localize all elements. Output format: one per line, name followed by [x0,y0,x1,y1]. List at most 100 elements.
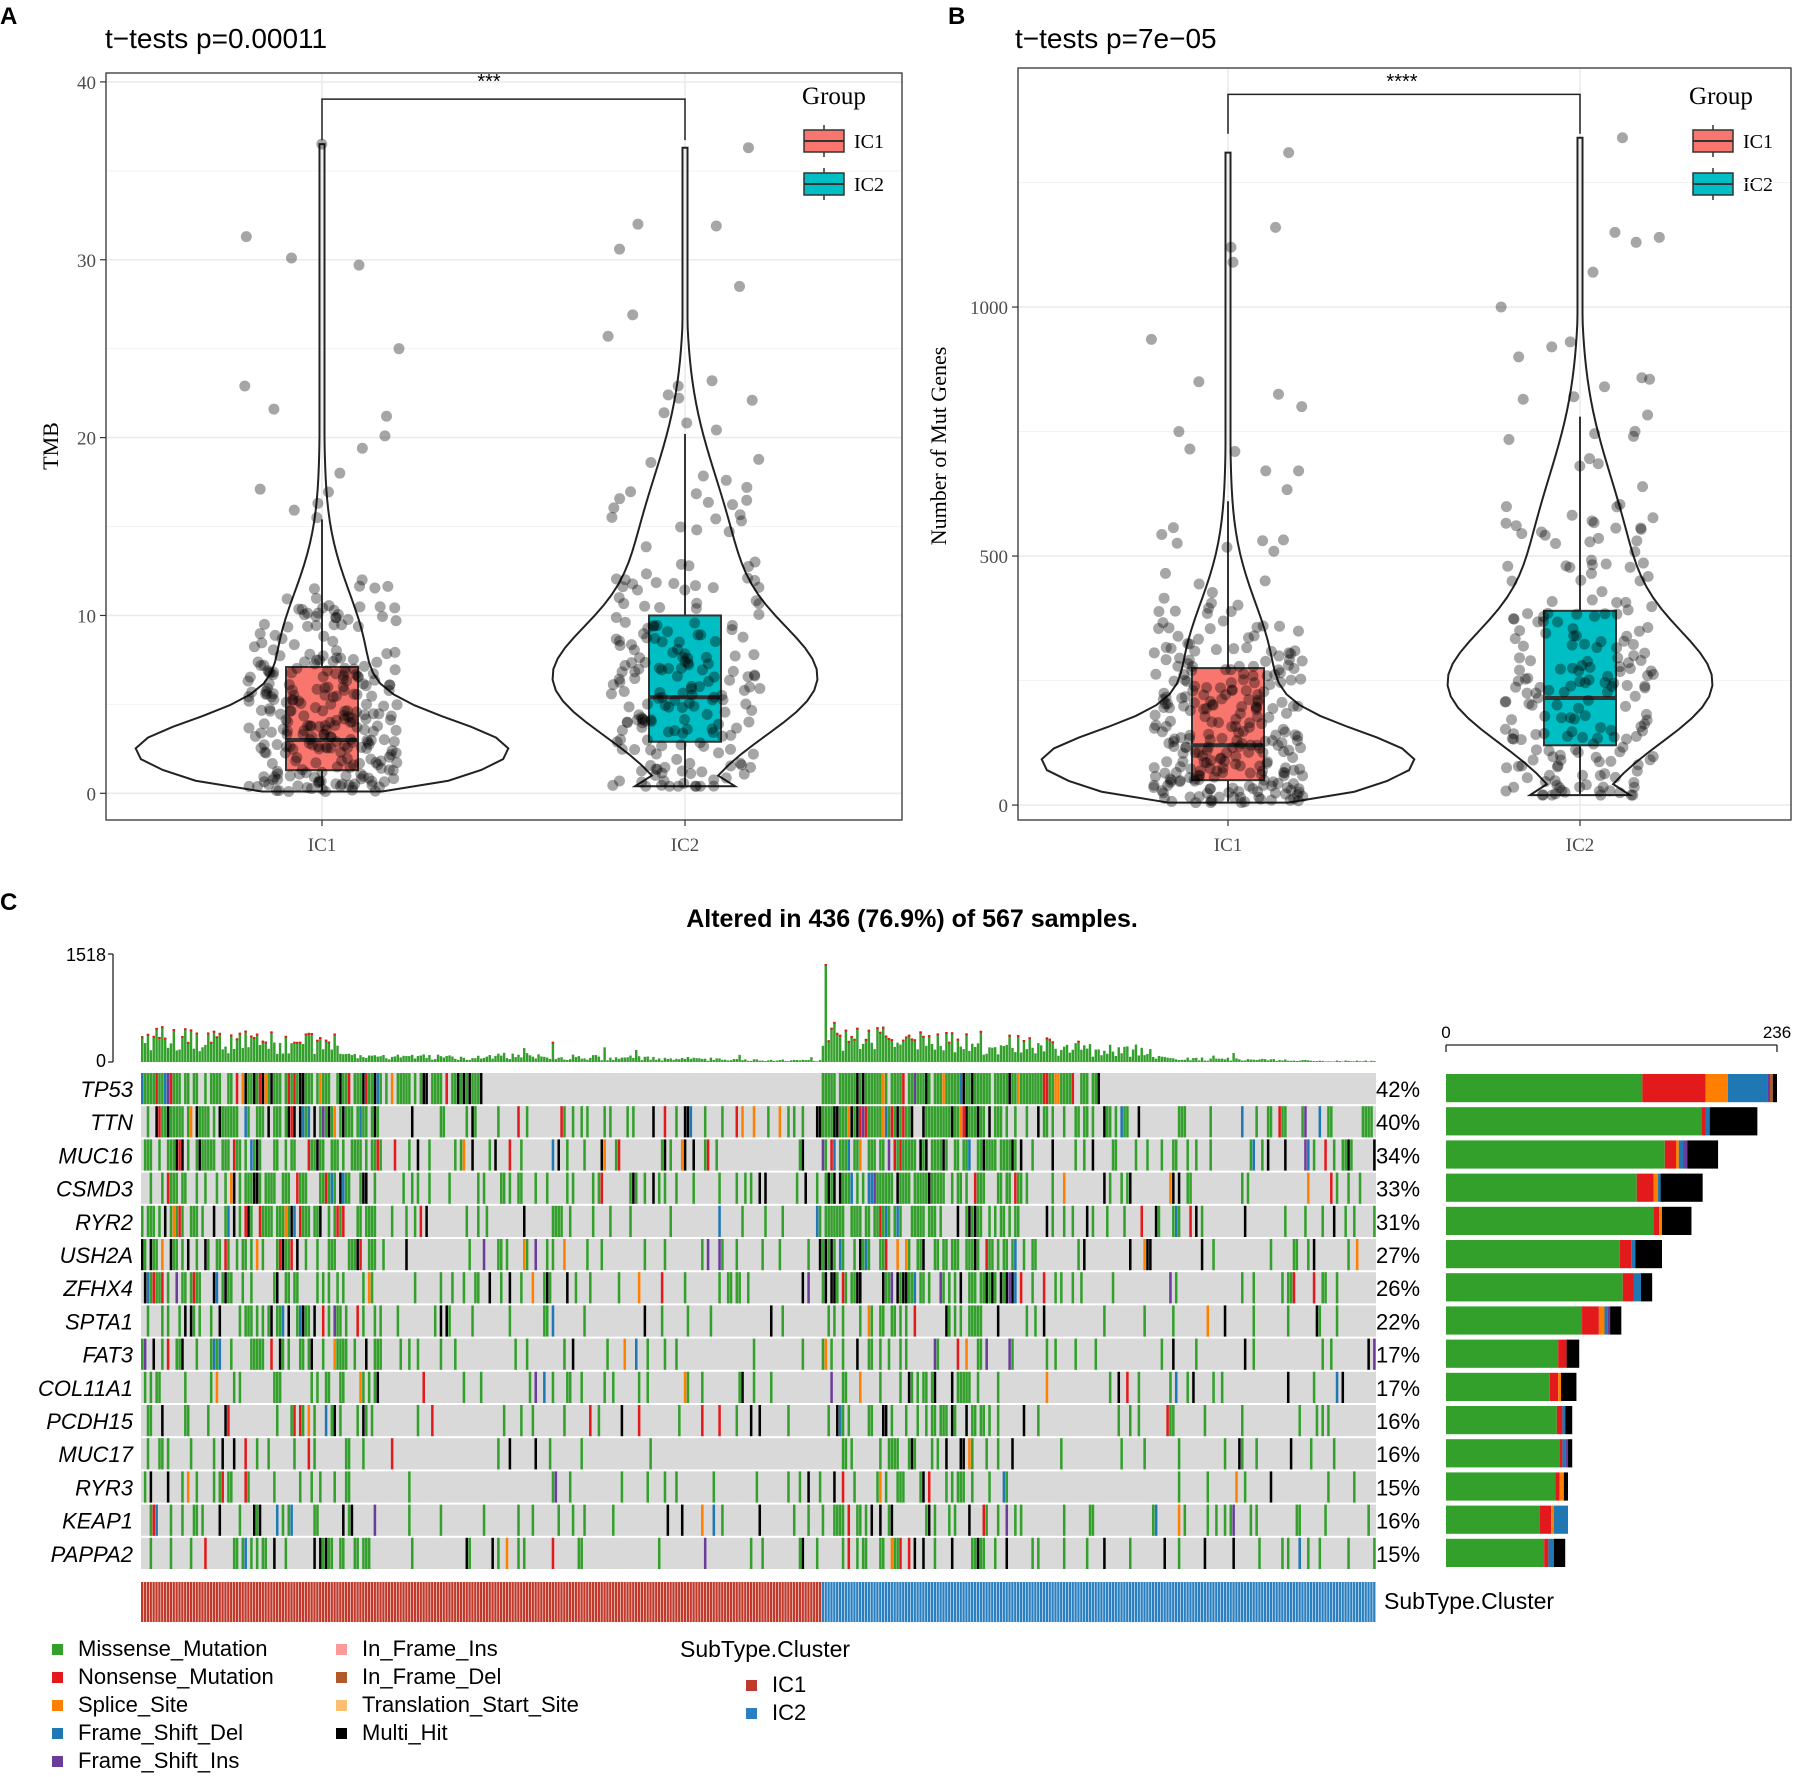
mutation-cell [365,1338,368,1370]
tmb-bar [494,1055,497,1062]
mutation-cell [956,1073,960,1105]
tmb-bar-cap [882,1026,885,1029]
data-point [243,691,255,703]
mutation-cell [336,1073,339,1105]
mutation-cell [344,1471,348,1503]
tmb-bar [1373,1061,1376,1062]
cluster-cell [956,1582,959,1622]
mutation-cell [663,1239,667,1271]
mutation-cell [1335,1272,1339,1304]
mutation-cell [356,1205,359,1237]
mutation-cell [847,1139,851,1171]
mutation-cell [752,1338,756,1370]
mutation-cell [887,1172,891,1204]
cluster-cell [342,1582,345,1622]
mutation-cell [1108,1172,1112,1204]
mutation-cell [448,1305,451,1337]
data-point [310,757,322,769]
data-point [626,639,638,651]
data-point [376,611,388,623]
tmb-bar [1192,1058,1195,1062]
mutation-cell [979,1205,983,1237]
tmb-bar [660,1060,664,1062]
gene-bar-segment-RYR3 [1555,1472,1560,1501]
mutation-cell [902,1172,905,1204]
data-point-outlier [1227,256,1239,268]
data-point [355,741,367,753]
mutation-cell [238,1172,242,1204]
mutation-cell [930,1172,934,1204]
mutation-cell [416,1405,420,1437]
mutation-cell [330,1537,334,1569]
tmb-bar [884,1035,888,1062]
tmb-bar [215,1036,219,1062]
legend-swatch-Multi_Hit [336,1728,347,1739]
x-tick-label: IC1 [1214,835,1243,856]
mutation-cell [841,1106,845,1138]
tmb-bar [1051,1041,1054,1062]
mutation-cell [1088,1504,1092,1536]
cluster-cell [468,1582,471,1622]
tmb-bar [712,1059,715,1062]
matrix-row-bg-MUC17 [141,1438,1376,1470]
mutation-cell [853,1205,856,1237]
cluster-cell [1057,1582,1060,1622]
data-point [365,753,377,765]
cluster-cell [614,1582,618,1622]
data-point [1193,791,1205,803]
data-point [260,688,272,700]
data-point [388,736,400,748]
tmb-bar [537,1054,540,1062]
tmb-bar [916,1049,919,1062]
data-point [346,716,358,728]
mutation-cell [953,1139,957,1171]
mutation-cell [253,1073,256,1105]
data-point [629,744,641,756]
cluster-cell [729,1582,733,1622]
mutation-cell [474,1106,477,1138]
mutation-cell [201,1139,204,1171]
data-point [325,731,337,743]
mutation-cell [258,1504,262,1536]
data-point [1256,765,1268,777]
data-point [311,512,323,524]
tmb-bar [451,1056,454,1062]
mutation-cell [362,1172,365,1204]
tmb-bar [373,1055,377,1062]
data-point [1248,677,1260,689]
mutation-cell [227,1405,230,1437]
mutation-cell [1241,1405,1244,1437]
mutation-cell [172,1073,176,1105]
data-point [673,636,685,648]
mutation-cell [244,1139,247,1171]
mutation-cell [347,1239,351,1271]
tmb-bar [821,1045,825,1062]
data-point [659,761,671,773]
tmb-bar [695,1058,698,1062]
mutation-cell [287,1239,291,1271]
gene-bar-segment-COL11A1 [1558,1372,1562,1401]
mutation-cell [833,1239,836,1271]
data-point [1612,652,1624,664]
mutation-cell [976,1338,980,1370]
data-point [1614,499,1626,511]
mutation-cell [290,1106,293,1138]
data-point [1230,758,1242,770]
cluster-cell [784,1582,787,1622]
cluster-cell [339,1582,342,1622]
mutation-cell [405,1239,408,1271]
data-point [694,737,706,749]
cluster-cell [1094,1582,1097,1622]
tmb-bar [772,1060,776,1062]
tmb-bar [192,1048,196,1062]
gene-label-KEAP1: KEAP1 [62,1509,133,1534]
mutation-cell [1025,1106,1029,1138]
data-point [254,628,266,640]
mutation-cell [508,1438,512,1470]
mutation-cell [238,1504,242,1536]
mutation-cell [1146,1139,1149,1171]
cluster-cell [703,1582,707,1622]
mutation-cell [1166,1405,1169,1437]
mutation-cell [273,1471,276,1503]
data-point [1180,742,1192,754]
